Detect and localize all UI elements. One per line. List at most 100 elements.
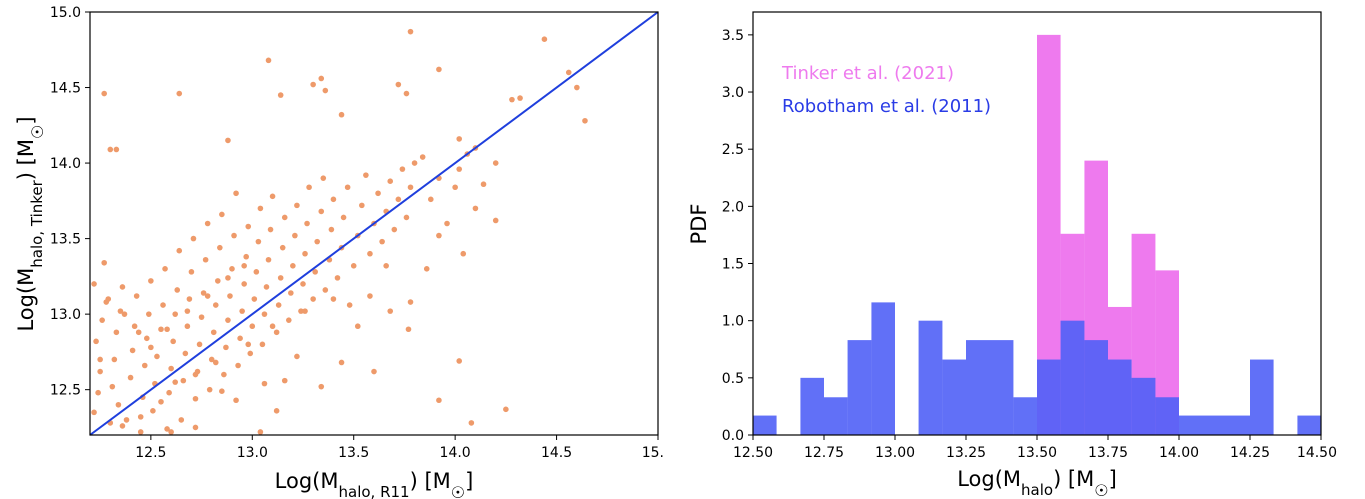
scatter-point xyxy=(111,356,118,363)
scatter-point xyxy=(135,329,142,336)
scatter-point xyxy=(294,353,300,360)
scatter-point xyxy=(192,424,199,431)
scatter-point xyxy=(444,220,450,227)
scatter-point xyxy=(456,358,463,364)
scatter-point xyxy=(212,302,219,308)
scatter-point xyxy=(123,417,130,423)
scatter-point xyxy=(277,92,284,98)
scatter-point xyxy=(249,323,256,330)
scatter-point xyxy=(212,359,219,366)
scatter-point xyxy=(219,211,225,218)
scatter-point xyxy=(227,293,233,299)
scatter-point xyxy=(164,326,170,333)
scatter-point xyxy=(162,266,168,272)
scatter-point xyxy=(113,329,120,336)
scatter-point xyxy=(320,175,327,181)
scatter-point xyxy=(269,193,276,200)
scatter-point xyxy=(290,263,296,269)
scatter-point xyxy=(119,284,126,290)
scatter-point xyxy=(261,311,268,317)
scatter-point xyxy=(115,401,122,408)
histogram-y-tick-label: 0.0 xyxy=(722,428,744,444)
robotham-bar xyxy=(824,397,848,435)
scatter-point xyxy=(247,350,254,357)
scatter-point xyxy=(239,308,245,314)
scatter-point xyxy=(265,57,272,64)
scatter-y-tick-label: 14.0 xyxy=(50,156,81,172)
robotham-bar xyxy=(1060,320,1085,435)
histogram-x-ticks: 12.50 12.75 13.00 13.25 13.50 13.75 14.00 14.25… xyxy=(733,435,1337,461)
scatter-point xyxy=(304,220,310,227)
scatter-x-axis-label: Log(Mhalo, R11) [M☉] xyxy=(275,469,474,499)
scatter-point xyxy=(269,323,276,330)
scatter-point xyxy=(565,69,572,76)
scatter-frame xyxy=(89,11,659,436)
scatter-point xyxy=(387,308,394,314)
scatter-point xyxy=(509,96,515,103)
scatter-point xyxy=(281,214,288,221)
scatter-point xyxy=(99,317,105,323)
scatter-point xyxy=(338,359,345,366)
scatter-point xyxy=(225,137,231,144)
scatter-point xyxy=(219,388,225,394)
scatter-point xyxy=(322,287,329,293)
robotham-bar xyxy=(918,320,943,435)
scatter-point xyxy=(172,379,178,385)
scatter-y-ticks: 12.5 13.0 13.5 14.0 14.5 15.0 xyxy=(50,5,90,399)
scatter-point xyxy=(127,374,134,381)
scatter-point xyxy=(318,75,325,82)
one-to-one-line xyxy=(89,11,659,436)
scatter-x-tick-label: 13.5 xyxy=(338,445,369,461)
robotham-bar xyxy=(1131,377,1156,435)
scatter-point xyxy=(166,389,172,396)
scatter-point xyxy=(275,302,282,308)
scatter-point xyxy=(492,160,499,166)
scatter-point xyxy=(188,269,195,275)
scatter-point xyxy=(354,323,361,330)
scatter-point xyxy=(97,356,103,363)
scatter-point xyxy=(407,28,414,35)
scatter-point xyxy=(158,326,164,333)
scatter-point xyxy=(472,205,479,212)
scatter-point xyxy=(399,166,406,172)
scatter-point xyxy=(178,417,185,423)
scatter-point xyxy=(141,362,148,369)
scatter-point xyxy=(302,250,308,257)
scatter-point xyxy=(107,146,114,153)
scatter-point xyxy=(273,408,280,414)
histogram-y-tick-label: 0.5 xyxy=(722,371,744,387)
scatter-point xyxy=(93,338,99,345)
scatter-point xyxy=(164,426,170,432)
scatter-point xyxy=(217,244,223,251)
scatter-point xyxy=(204,220,211,227)
scatter-point xyxy=(101,259,107,266)
scatter-point xyxy=(407,299,414,305)
scatter-point xyxy=(318,208,325,215)
scatter-point xyxy=(314,238,321,245)
scatter-point xyxy=(196,341,203,348)
scatter-point xyxy=(302,308,308,314)
scatter-point xyxy=(144,335,150,342)
scatter-point xyxy=(182,350,189,357)
robotham-bar xyxy=(753,415,777,435)
scatter-point xyxy=(137,414,144,420)
scatter-point xyxy=(154,353,160,360)
scatter-point xyxy=(346,302,353,308)
scatter-point xyxy=(403,90,410,97)
scatter-point xyxy=(456,166,463,172)
scatter-point xyxy=(225,317,231,323)
scatter-point xyxy=(131,323,138,330)
scatter-point xyxy=(468,420,475,426)
scatter-point xyxy=(492,217,499,224)
scatter-point xyxy=(419,154,426,160)
scatter-point xyxy=(273,329,280,336)
robotham-bar xyxy=(1297,415,1321,435)
scatter-point xyxy=(97,368,103,375)
scatter-point xyxy=(233,190,239,197)
scatter-point xyxy=(168,429,174,435)
scatter-point xyxy=(158,398,164,405)
scatter-point xyxy=(350,263,357,269)
scatter-point xyxy=(208,356,215,363)
histogram-y-tick-label: 2.5 xyxy=(722,142,744,158)
scatter-point xyxy=(253,269,260,275)
